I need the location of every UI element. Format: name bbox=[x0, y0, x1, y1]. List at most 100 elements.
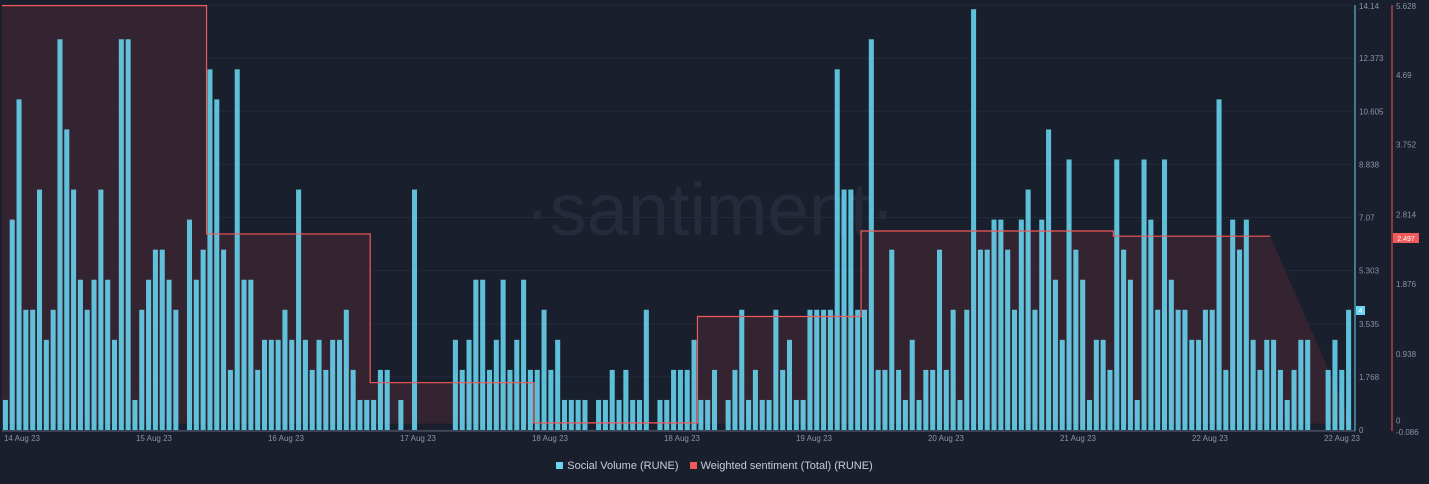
x-tick-label: 16 Aug 23 bbox=[268, 434, 305, 443]
volume-bar bbox=[1175, 309, 1181, 430]
sentiment-line-path bbox=[2, 4, 1271, 424]
volume-bar bbox=[330, 339, 336, 430]
volume-bar bbox=[9, 219, 15, 430]
volume-bar bbox=[118, 39, 124, 430]
volume-bar bbox=[793, 399, 799, 430]
volume-bar bbox=[1134, 399, 1140, 430]
volume-bar bbox=[507, 369, 513, 430]
volume-bar bbox=[1066, 159, 1072, 431]
sentiment-line bbox=[2, 4, 1271, 424]
x-axis: 14 Aug 23 15 Aug 23 16 Aug 23 17 Aug 23 18 A… bbox=[4, 434, 1361, 443]
volume-bar bbox=[711, 369, 718, 430]
volume-bar bbox=[173, 309, 179, 430]
volume-bar bbox=[84, 309, 90, 430]
axes bbox=[2, 5, 1393, 432]
volume-bar bbox=[916, 399, 922, 430]
volume-bar bbox=[657, 399, 663, 430]
volume-bar bbox=[50, 309, 56, 430]
volume-bar bbox=[923, 369, 929, 430]
volume-bar bbox=[596, 399, 602, 430]
y-tick-sentiment: 1.876 bbox=[1396, 280, 1417, 289]
volume-bar bbox=[575, 399, 581, 430]
volume-bar bbox=[971, 9, 977, 431]
volume-bar bbox=[1114, 159, 1120, 431]
volume-bar bbox=[746, 399, 752, 430]
volume-bar bbox=[111, 339, 118, 430]
volume-bar bbox=[957, 399, 963, 430]
volume-bar bbox=[1250, 339, 1256, 430]
volume-bar bbox=[1257, 369, 1263, 430]
volume-bar bbox=[398, 399, 404, 430]
volume-bar bbox=[493, 339, 499, 430]
volume-bar bbox=[36, 189, 43, 430]
volume-bar bbox=[255, 369, 261, 430]
volume-bar bbox=[896, 369, 902, 430]
volume-bar bbox=[1046, 129, 1052, 430]
volume-bar bbox=[977, 249, 983, 430]
volume-bar bbox=[616, 399, 622, 430]
volume-bar bbox=[766, 399, 772, 430]
volume-bar bbox=[1209, 309, 1215, 430]
volume-bar bbox=[1039, 219, 1045, 430]
legend-label-volume: Social Volume (RUNE) bbox=[567, 460, 679, 472]
volume-bar bbox=[186, 219, 193, 430]
legend-item-volume[interactable]: Social Volume (RUNE) bbox=[556, 460, 679, 472]
volume-bar bbox=[964, 309, 970, 430]
volume-bar bbox=[780, 369, 786, 430]
volume-bar bbox=[814, 309, 820, 430]
volume-bar bbox=[384, 369, 390, 430]
volume-bar bbox=[1155, 309, 1161, 430]
volume-bar bbox=[602, 399, 608, 430]
volume-bar bbox=[296, 189, 302, 430]
volume-bar bbox=[889, 249, 895, 430]
y-tick-sentiment: 3.752 bbox=[1396, 141, 1417, 150]
volume-bar bbox=[1148, 219, 1154, 430]
volume-bar bbox=[759, 399, 765, 430]
y-tick-volume: 0 bbox=[1359, 426, 1364, 435]
volume-bar bbox=[998, 219, 1004, 430]
y-tick-sentiment: 0.938 bbox=[1396, 350, 1417, 359]
volume-bar bbox=[902, 399, 908, 430]
volume-bar bbox=[677, 369, 683, 430]
volume-bar bbox=[1107, 369, 1113, 430]
volume-bar bbox=[984, 249, 990, 430]
volume-bar bbox=[1168, 279, 1174, 430]
x-tick-label: 20 Aug 23 bbox=[928, 434, 965, 443]
volume-bar bbox=[486, 369, 493, 430]
volume-bar bbox=[848, 189, 854, 430]
volume-bar bbox=[991, 219, 997, 430]
volume-bar bbox=[643, 309, 649, 430]
volume-bar bbox=[1018, 219, 1024, 430]
x-tick-label: 22 Aug 23 bbox=[1324, 434, 1361, 443]
volume-bar bbox=[1277, 369, 1283, 430]
volume-bar bbox=[261, 339, 268, 430]
volume-bar bbox=[1052, 279, 1058, 430]
volume-bar bbox=[521, 279, 527, 430]
volume-bar bbox=[146, 279, 152, 430]
volume-bar bbox=[636, 399, 643, 430]
volume-bar bbox=[1189, 339, 1195, 430]
y-tick-volume: 8.838 bbox=[1359, 160, 1380, 169]
x-tick-label: 14 Aug 23 bbox=[4, 434, 41, 443]
volume-bar bbox=[1011, 309, 1018, 430]
volume-bar bbox=[302, 339, 308, 430]
volume-bar bbox=[1005, 249, 1011, 430]
volume-bar bbox=[582, 399, 588, 430]
volume-bar bbox=[1073, 249, 1079, 430]
y-axis-volume: 14.14 12.373 10.605 8.838 7.07 5.303 3.535 1.76… bbox=[1359, 2, 1384, 435]
volume-bar bbox=[132, 399, 138, 430]
value-badges: 4 2.497 bbox=[1356, 233, 1419, 315]
volume-bar bbox=[1339, 369, 1345, 430]
y-tick-sentiment: 5.628 bbox=[1396, 2, 1417, 11]
volume-bar bbox=[1093, 339, 1099, 430]
legend-item-sentiment[interactable]: Weighted sentiment (Total) (RUNE) bbox=[689, 460, 873, 472]
volume-bar bbox=[1100, 339, 1106, 430]
volume-bar bbox=[71, 189, 77, 430]
volume-bar bbox=[561, 399, 568, 430]
volume-bar bbox=[1325, 369, 1331, 430]
volume-bar bbox=[1025, 189, 1031, 430]
legend: Social Volume (RUNE) Weighted sentiment … bbox=[0, 460, 1429, 472]
volume-bar bbox=[1032, 309, 1038, 430]
volume-bar bbox=[1271, 339, 1277, 430]
volume-bar bbox=[207, 69, 213, 430]
